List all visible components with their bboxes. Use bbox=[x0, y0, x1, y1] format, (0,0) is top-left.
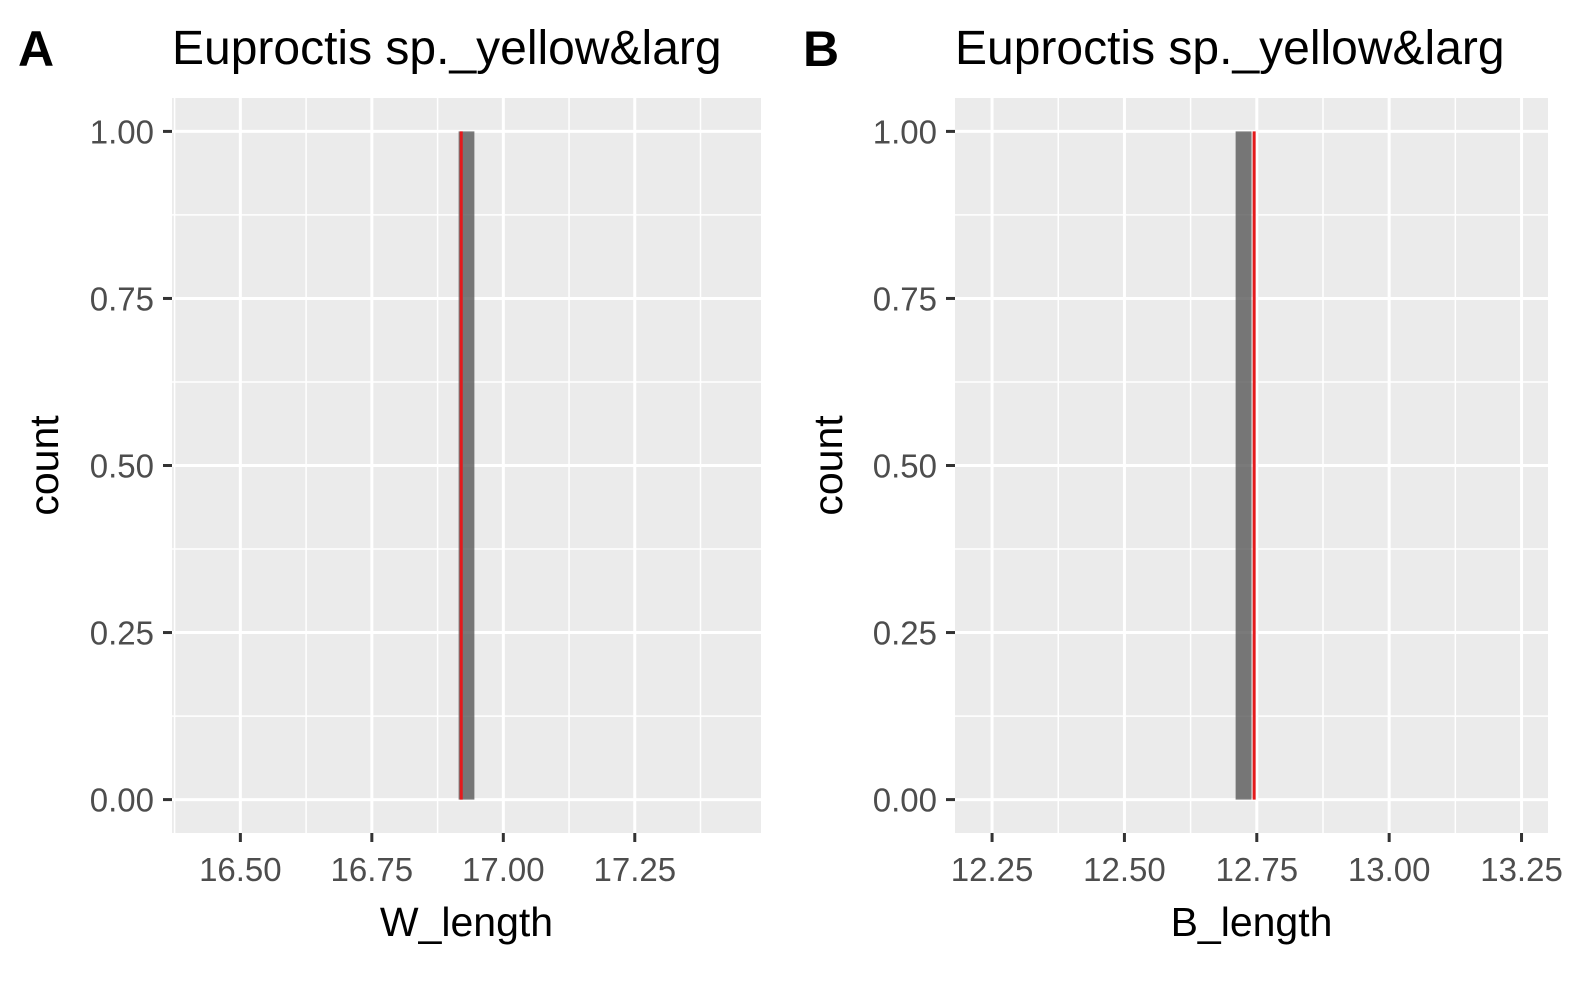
x-axis-label: B_length bbox=[1171, 899, 1333, 945]
x-tick-label: 16.75 bbox=[331, 851, 414, 888]
x-tick-label: 12.50 bbox=[1083, 851, 1166, 888]
panel-content bbox=[172, 98, 761, 833]
x-tick-label: 17.00 bbox=[462, 851, 545, 888]
panel-title: Euproctis sp._yellow&larg bbox=[955, 22, 1505, 75]
x-tick-label: 16.50 bbox=[199, 851, 282, 888]
y-tick-label: 0.25 bbox=[873, 615, 937, 652]
y-tick-label: 0.75 bbox=[90, 280, 154, 317]
panel-content bbox=[955, 98, 1548, 833]
x-tick-label: 12.75 bbox=[1215, 851, 1298, 888]
y-tick-label: 0.50 bbox=[90, 448, 154, 485]
x-tick-label: 12.25 bbox=[951, 851, 1034, 888]
panel-title: Euproctis sp._yellow&larg bbox=[172, 22, 722, 75]
y-tick-label: 0.00 bbox=[90, 782, 154, 819]
y-tick-label: 0.00 bbox=[873, 782, 937, 819]
x-axis-label: W_length bbox=[380, 899, 553, 945]
y-axis-label: count bbox=[21, 415, 67, 516]
y-tick-label: 1.00 bbox=[873, 113, 937, 150]
y-tick-label: 0.50 bbox=[873, 448, 937, 485]
x-tick-label: 13.00 bbox=[1348, 851, 1431, 888]
y-tick-label: 0.25 bbox=[90, 615, 154, 652]
x-tick-label: 13.25 bbox=[1480, 851, 1563, 888]
panel-tag: A bbox=[18, 21, 54, 77]
histogram-bar bbox=[1235, 131, 1252, 800]
x-tick-label: 17.25 bbox=[593, 851, 676, 888]
y-axis-label: count bbox=[805, 415, 851, 516]
panel-tag: B bbox=[803, 21, 839, 77]
y-tick-label: 1.00 bbox=[90, 113, 154, 150]
y-tick-label: 0.75 bbox=[873, 280, 937, 317]
chart-panel-a: 0.00 0.25 0.50 0.75 1.00 16.50 16.75 17.00 17.25… bbox=[18, 21, 761, 945]
chart-panel-b: 0.00 0.25 0.50 0.75 1.00 12.25 12.50 12.75 13.00… bbox=[803, 21, 1563, 945]
